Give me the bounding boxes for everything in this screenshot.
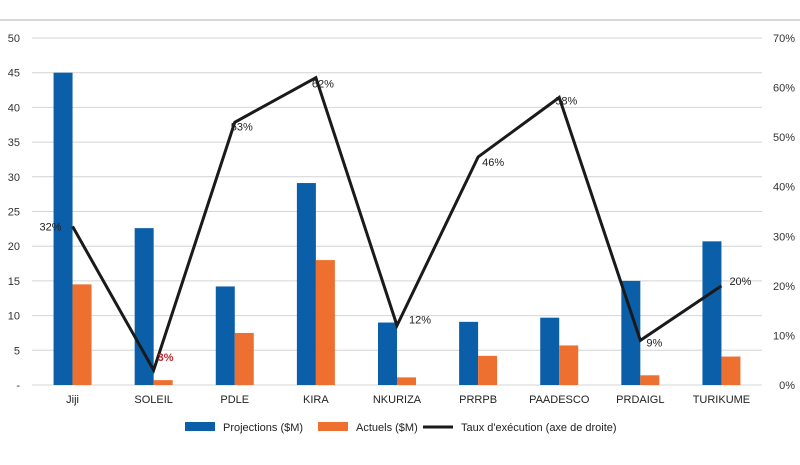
right-tick-label: 20% xyxy=(773,281,795,293)
rate-data-label: 3% xyxy=(158,352,174,364)
bar-actual xyxy=(640,375,659,385)
bars xyxy=(54,73,741,385)
x-tick-label: SOLEIL xyxy=(134,394,173,406)
bar-actual xyxy=(721,357,740,385)
bar-actual xyxy=(154,380,173,385)
x-tick-label: KIRA xyxy=(303,394,329,406)
bar-projection xyxy=(378,323,397,385)
right-tick-label: 60% xyxy=(773,83,795,95)
legend-swatch xyxy=(185,422,215,431)
left-tick-label: - xyxy=(16,380,20,392)
left-tick-label: 50 xyxy=(8,33,20,45)
rate-data-label: 20% xyxy=(729,276,751,288)
rate-data-label: 58% xyxy=(555,95,577,107)
bar-actual xyxy=(235,333,254,385)
right-tick-label: 40% xyxy=(773,182,795,194)
bar-actual xyxy=(73,284,92,385)
legend-label: Taux d'exécution (axe de droite) xyxy=(461,422,617,434)
right-tick-label: 30% xyxy=(773,231,795,243)
right-tick-label: 50% xyxy=(773,132,795,144)
x-tick-label: NKURIZA xyxy=(373,394,422,406)
right-tick-label: 10% xyxy=(773,330,795,342)
bar-actual xyxy=(397,377,416,385)
legend-swatch xyxy=(318,422,348,431)
x-tick-label: PAADESCO xyxy=(529,394,590,406)
bar-projection xyxy=(540,318,559,385)
bar-projection xyxy=(297,183,316,385)
rate-data-label: 32% xyxy=(40,221,62,233)
left-tick-label: 45 xyxy=(8,68,20,80)
x-tick-label: PDLE xyxy=(220,394,249,406)
left-tick-label: 5 xyxy=(14,345,20,357)
rate-data-label: 46% xyxy=(482,157,504,169)
legend-label: Projections ($M) xyxy=(223,422,303,434)
bar-projection xyxy=(702,241,721,385)
right-tick-label: 70% xyxy=(773,33,795,45)
rate-data-label: 12% xyxy=(409,315,431,327)
bar-projection xyxy=(135,228,154,385)
left-tick-label: 20 xyxy=(8,241,20,253)
x-tick-label: Jiji xyxy=(66,394,79,406)
left-tick-label: 30 xyxy=(8,172,20,184)
bar-actual xyxy=(316,260,335,385)
rate-data-label: 62% xyxy=(312,79,334,91)
bar-projection xyxy=(216,286,235,385)
bar-actual xyxy=(559,345,578,385)
bar-actual xyxy=(478,356,497,385)
legend: Projections ($M) Actuels ($M) Taux d'exécu… xyxy=(185,422,617,434)
rate-data-label: 9% xyxy=(646,337,662,349)
left-tick-label: 10 xyxy=(8,311,20,323)
left-tick-label: 25 xyxy=(8,207,20,219)
bar-projection xyxy=(459,322,478,385)
x-tick-label: PRRPB xyxy=(459,394,497,406)
left-tick-label: 15 xyxy=(8,276,20,288)
left-tick-label: 40 xyxy=(8,102,20,114)
legend-label: Actuels ($M) xyxy=(356,422,418,434)
right-tick-label: 0% xyxy=(779,380,795,392)
x-tick-label: TURIKUME xyxy=(693,394,750,406)
left-tick-label: 35 xyxy=(8,137,20,149)
x-tick-label: PRDAIGL xyxy=(616,394,664,406)
rate-data-label: 53% xyxy=(231,121,253,133)
